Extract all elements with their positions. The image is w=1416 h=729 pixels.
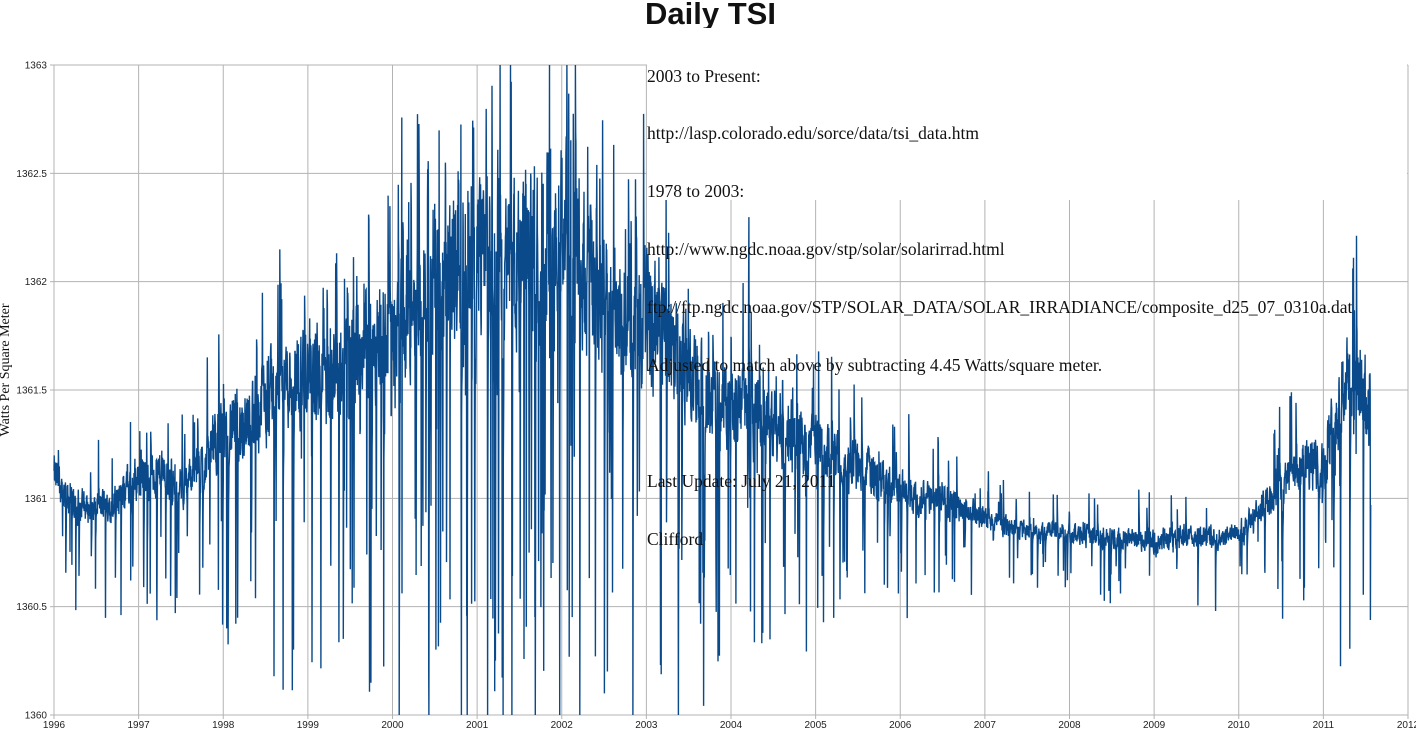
x-tick-label: 2006 (889, 720, 912, 729)
x-tick-label: 1999 (297, 720, 320, 729)
x-tick-label: 1998 (212, 720, 235, 729)
x-tick-label: 2003 (635, 720, 658, 729)
note-line: 1978 to 2003: (647, 181, 745, 202)
note-line (647, 414, 1407, 433)
x-tick-label: 2011 (1313, 720, 1335, 729)
x-tick-label: 1997 (128, 720, 151, 729)
y-tick-label: 1362.5 (16, 169, 47, 180)
y-tick-label: 1360.5 (16, 602, 47, 613)
y-axis-label: Watts Per Square Meter (0, 303, 13, 437)
note-line: ftp://ftp.ngdc.noaa.gov/STP/SOLAR_DATA/S… (647, 297, 1353, 318)
note-line: http://www.ngdc.noaa.gov/stp/solar/solar… (647, 239, 1005, 260)
x-tick-label: 2012 (1397, 720, 1416, 729)
y-axis: 1360 1360.5 1361 1361.5 1362 1362.5 1363 (16, 61, 54, 722)
y-tick-label: 1362 (25, 277, 48, 288)
y-tick-label: 1361 (25, 494, 48, 505)
x-tick-label: 2004 (720, 720, 743, 729)
x-tick-label: 2002 (551, 720, 574, 729)
x-tick-label: 2008 (1058, 720, 1081, 729)
y-tick-label: 1361.5 (16, 386, 47, 397)
x-axis: 1996 1997 1998 1999 2000 2001 2002 2003 2004 2005… (43, 720, 1416, 729)
source-notes: 2003 to Present: http://lasp.colorado.ed… (647, 28, 1407, 549)
x-tick-label: 2010 (1228, 720, 1251, 729)
note-line: Clifford (647, 528, 704, 549)
x-tick-label: 2007 (974, 720, 997, 729)
note-line: http://lasp.colorado.edu/sorce/data/tsi_… (647, 123, 979, 144)
note-line: Adjusted to match above by subtracting 4… (647, 355, 1103, 376)
x-tick-label: 1996 (43, 720, 66, 729)
x-tick-label: 2001 (466, 720, 489, 729)
tsi-series-line (53, 64, 1372, 716)
note-line: Last Update: July 21, 2011 (647, 470, 836, 491)
y-tick-label: 1363 (25, 61, 48, 72)
x-tick-label: 2009 (1143, 720, 1166, 729)
x-tick-label: 2000 (381, 720, 404, 729)
note-line: 2003 to Present: (647, 65, 761, 86)
chart-title: Daily TSI (645, 0, 776, 31)
x-tick-label: 2005 (805, 720, 828, 729)
y-tick-label: 1360 (25, 711, 48, 722)
